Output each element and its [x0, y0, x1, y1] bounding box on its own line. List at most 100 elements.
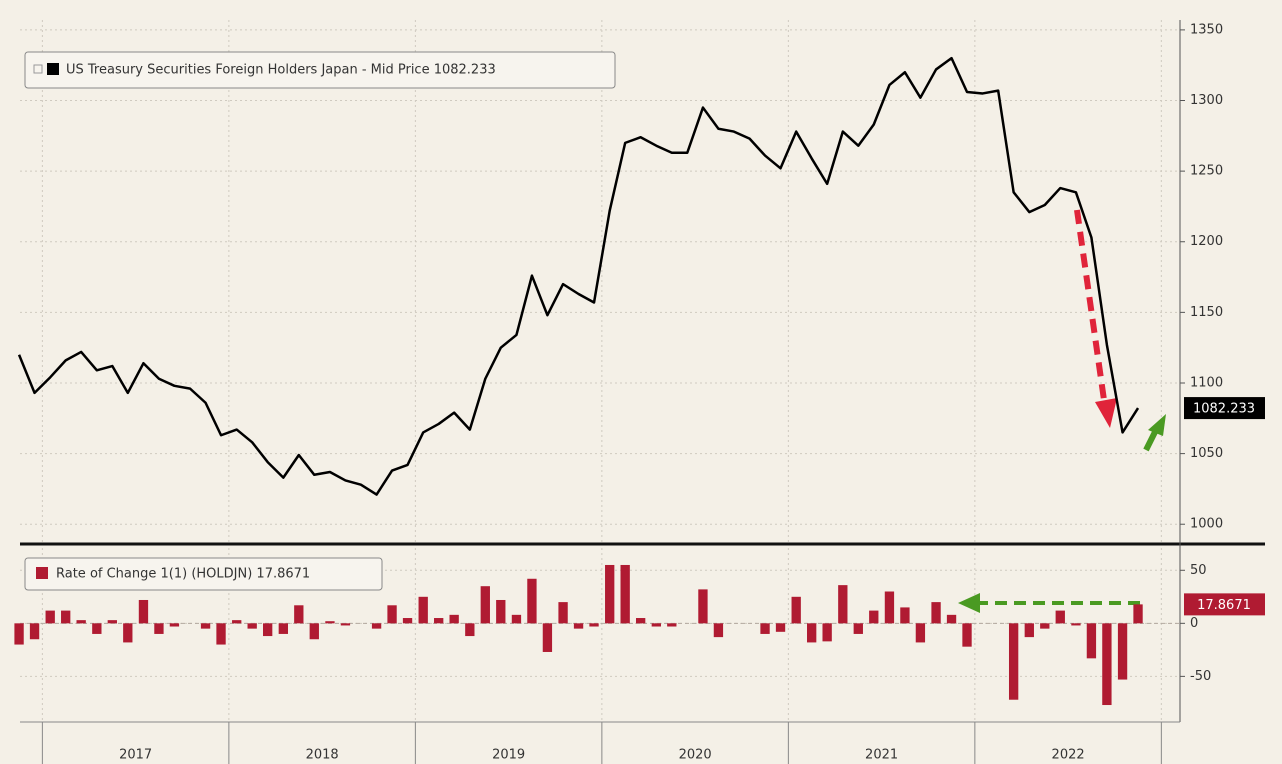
- y-tick-label: 1100: [1190, 375, 1223, 390]
- bar: [635, 618, 646, 624]
- bar: [558, 602, 568, 624]
- bar: [169, 623, 180, 627]
- x-tick-label: 2019: [492, 748, 525, 763]
- bar: [480, 586, 490, 624]
- bar: [1086, 623, 1097, 659]
- down-arrow: [1074, 209, 1107, 401]
- up-arrowhead: [1148, 414, 1166, 436]
- x-tick-label: 2022: [1052, 748, 1085, 763]
- bar: [838, 585, 848, 624]
- y-tick-label: 0: [1190, 616, 1198, 631]
- left-arrowhead: [958, 593, 980, 613]
- last-value-box: [1184, 593, 1265, 616]
- bar: [29, 623, 40, 640]
- bar: [542, 623, 553, 652]
- up-arrow: [1143, 428, 1159, 452]
- bar: [527, 578, 537, 624]
- bar: [138, 599, 149, 624]
- bar: [1133, 604, 1143, 624]
- bar: [61, 610, 71, 624]
- bar: [92, 623, 102, 634]
- bar: [931, 602, 941, 624]
- bar: [45, 610, 55, 624]
- bar: [1117, 623, 1128, 680]
- bar: [263, 623, 273, 637]
- bar: [371, 623, 382, 629]
- bar: [387, 605, 397, 624]
- bar: [853, 623, 863, 634]
- bar: [294, 605, 304, 624]
- legend-swatch: [36, 567, 48, 579]
- bar: [309, 623, 319, 640]
- bar: [418, 596, 428, 624]
- bar: [14, 623, 24, 645]
- y-tick-label: 1150: [1190, 305, 1223, 320]
- y-tick-label: -50: [1190, 669, 1211, 684]
- legend-label: US Treasury Securities Foreign Holders J…: [66, 63, 496, 78]
- bar: [775, 623, 786, 632]
- bar: [496, 599, 506, 624]
- bar: [123, 623, 133, 643]
- bar: [107, 620, 117, 624]
- legend-label: Rate of Change 1(1) (HOLDJN) 17.8671: [56, 567, 310, 582]
- bar: [402, 618, 413, 624]
- bar: [278, 623, 288, 634]
- bar: [434, 618, 444, 624]
- x-tick-label: 2021: [865, 748, 898, 763]
- bar: [511, 614, 522, 624]
- y-tick-label: 50: [1190, 563, 1207, 578]
- y-tick-label: 1000: [1190, 517, 1223, 532]
- bar: [651, 623, 661, 627]
- plot-layer: [20, 20, 1180, 722]
- bar: [465, 623, 475, 637]
- bar: [1024, 623, 1034, 638]
- y-tick-label: 1050: [1190, 446, 1223, 461]
- bar: [325, 621, 335, 624]
- bar: [620, 564, 630, 624]
- bar: [915, 623, 926, 643]
- bar: [605, 564, 615, 624]
- bar: [573, 623, 584, 629]
- bar: [807, 623, 817, 643]
- y-tick-label: 1350: [1190, 22, 1223, 37]
- bar: [822, 623, 832, 642]
- legend-box: [24, 51, 616, 89]
- line: [17, 56, 1140, 496]
- y-tick-label: 1300: [1190, 93, 1223, 108]
- bar: [1040, 623, 1050, 629]
- bar: [1055, 610, 1065, 624]
- last-value-box: [1184, 397, 1265, 420]
- bar: [698, 589, 708, 624]
- y-tick-label: 1250: [1190, 164, 1223, 179]
- down-arrowhead: [1095, 398, 1117, 428]
- legend-swatch: [47, 63, 59, 75]
- x-tick-label: 2017: [119, 748, 152, 763]
- bar: [791, 596, 801, 624]
- bar: [667, 623, 677, 627]
- bar: [216, 623, 226, 645]
- bar: [713, 623, 724, 638]
- bar: [247, 623, 257, 629]
- y-tick-label: 1200: [1190, 234, 1223, 249]
- x-tick-label: 2018: [306, 748, 339, 763]
- bar: [869, 610, 879, 624]
- bar: [200, 623, 211, 629]
- bar: [76, 620, 86, 624]
- legend-box: [24, 557, 383, 591]
- bar: [884, 591, 895, 624]
- annotation-arrows: [958, 209, 1166, 613]
- bar: [340, 623, 351, 626]
- bar: [962, 623, 972, 647]
- bar: [589, 623, 599, 627]
- bar: [900, 607, 910, 624]
- legend-icon: [33, 64, 43, 74]
- last-value-label: 1082.233: [1193, 402, 1255, 417]
- bar: [1071, 623, 1081, 626]
- bar: [154, 623, 164, 634]
- last-value-label: 17.8671: [1197, 598, 1251, 613]
- bar: [449, 614, 459, 624]
- bar: [760, 623, 770, 634]
- bar: [232, 620, 242, 624]
